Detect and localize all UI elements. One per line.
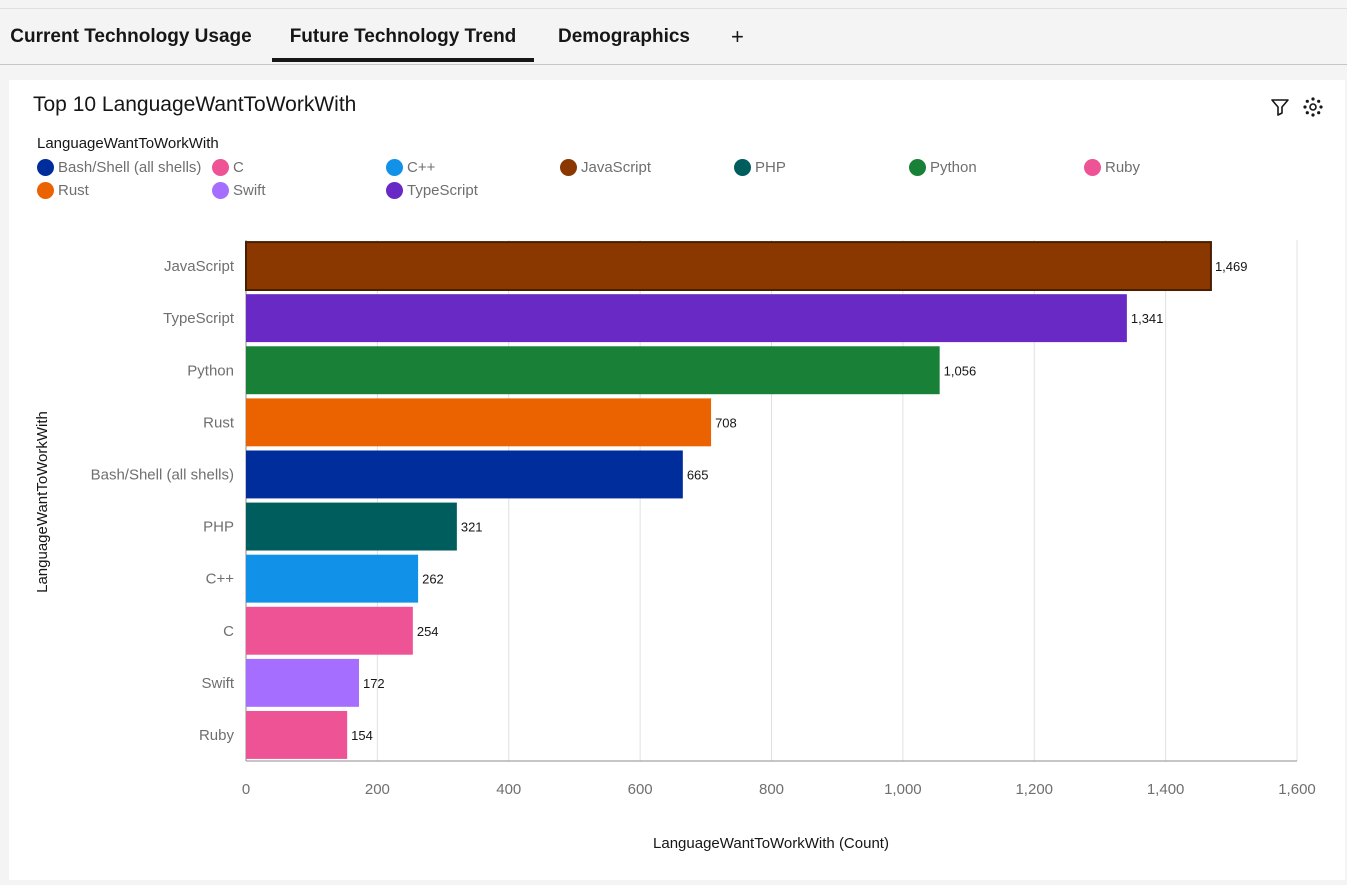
legend-swatch <box>37 159 54 176</box>
tab-future-technology-trend[interactable]: Future Technology Trend <box>272 9 534 64</box>
data-label: 154 <box>351 728 373 743</box>
legend-label: Swift <box>233 182 266 199</box>
tab-current-technology-usage[interactable]: Current Technology Usage <box>8 9 254 64</box>
x-axis-title: LanguageWantToWorkWith (Count) <box>653 835 889 852</box>
data-label: 665 <box>687 467 709 482</box>
data-label: 262 <box>422 572 444 587</box>
bar[interactable] <box>246 450 683 499</box>
data-label: 321 <box>461 520 483 535</box>
y-axis-title: LanguageWantToWorkWith <box>34 411 51 593</box>
tab-bar: Current Technology Usage Future Technolo… <box>0 8 1347 65</box>
bar[interactable] <box>246 606 413 655</box>
data-label: 1,469 <box>1215 259 1248 274</box>
x-tick-label: 1,200 <box>1015 781 1053 798</box>
legend-swatch <box>734 159 751 176</box>
y-tick-label: PHP <box>203 519 234 536</box>
legend-label: Bash/Shell (all shells) <box>58 159 202 176</box>
x-tick-label: 1,400 <box>1147 781 1185 798</box>
y-tick-label: C++ <box>206 571 235 588</box>
chart-title: Top 10 LanguageWantToWorkWith <box>33 93 357 116</box>
bar[interactable] <box>246 346 940 395</box>
y-tick-label: TypeScript <box>163 310 235 327</box>
y-tick-label: Rust <box>203 414 235 431</box>
x-tick-label: 600 <box>628 781 653 798</box>
legend-swatch <box>560 159 577 176</box>
y-tick-label: Bash/Shell (all shells) <box>91 466 234 483</box>
x-tick-label: 800 <box>759 781 784 798</box>
data-label: 1,056 <box>944 363 977 378</box>
legend-label: Ruby <box>1105 159 1141 176</box>
legend-title: LanguageWantToWorkWith <box>37 135 219 152</box>
legend-label: C++ <box>407 159 436 176</box>
y-tick-label: Python <box>187 362 234 379</box>
legend-swatch <box>909 159 926 176</box>
x-tick-label: 1,000 <box>884 781 922 798</box>
bar[interactable] <box>245 241 1212 292</box>
legend-label: PHP <box>755 159 786 176</box>
tab-demographics[interactable]: Demographics <box>548 9 700 64</box>
legend-swatch <box>212 159 229 176</box>
legend-swatch <box>386 159 403 176</box>
data-label: 1,341 <box>1131 311 1164 326</box>
legend-label: Rust <box>58 182 89 199</box>
y-tick-label: JavaScript <box>164 258 235 275</box>
legend-swatch <box>386 182 403 199</box>
filter-icon[interactable] <box>1269 96 1291 118</box>
focus-icon[interactable] <box>1302 96 1324 118</box>
bar[interactable] <box>246 294 1127 343</box>
y-tick-label: Swift <box>201 675 234 692</box>
x-tick-label: 0 <box>242 781 250 798</box>
y-tick-label: Ruby <box>199 727 235 744</box>
legend-swatch <box>212 182 229 199</box>
tab-label: Demographics <box>558 26 690 47</box>
legend-label: C <box>233 159 244 176</box>
x-tick-label: 400 <box>496 781 521 798</box>
x-tick-label: 200 <box>365 781 390 798</box>
data-label: 708 <box>715 415 737 430</box>
bar[interactable] <box>246 398 712 447</box>
tab-label: Future Technology Trend <box>289 26 517 47</box>
legend-swatch <box>37 182 54 199</box>
legend-label: JavaScript <box>581 159 652 176</box>
x-tick-label: 1,600 <box>1278 781 1316 798</box>
legend-label: Python <box>930 159 977 176</box>
legend-swatch <box>1084 159 1101 176</box>
legend-label: TypeScript <box>407 182 478 199</box>
bar[interactable] <box>246 502 457 551</box>
y-tick-label: C <box>223 623 234 640</box>
bar[interactable] <box>246 554 419 603</box>
add-tab-button[interactable]: + <box>731 24 744 49</box>
data-label: 254 <box>417 624 439 639</box>
bar[interactable] <box>246 658 359 707</box>
data-label: 172 <box>363 676 385 691</box>
active-tab-indicator <box>272 58 534 62</box>
tab-label: Current Technology Usage <box>10 26 252 47</box>
bar[interactable] <box>246 710 348 759</box>
